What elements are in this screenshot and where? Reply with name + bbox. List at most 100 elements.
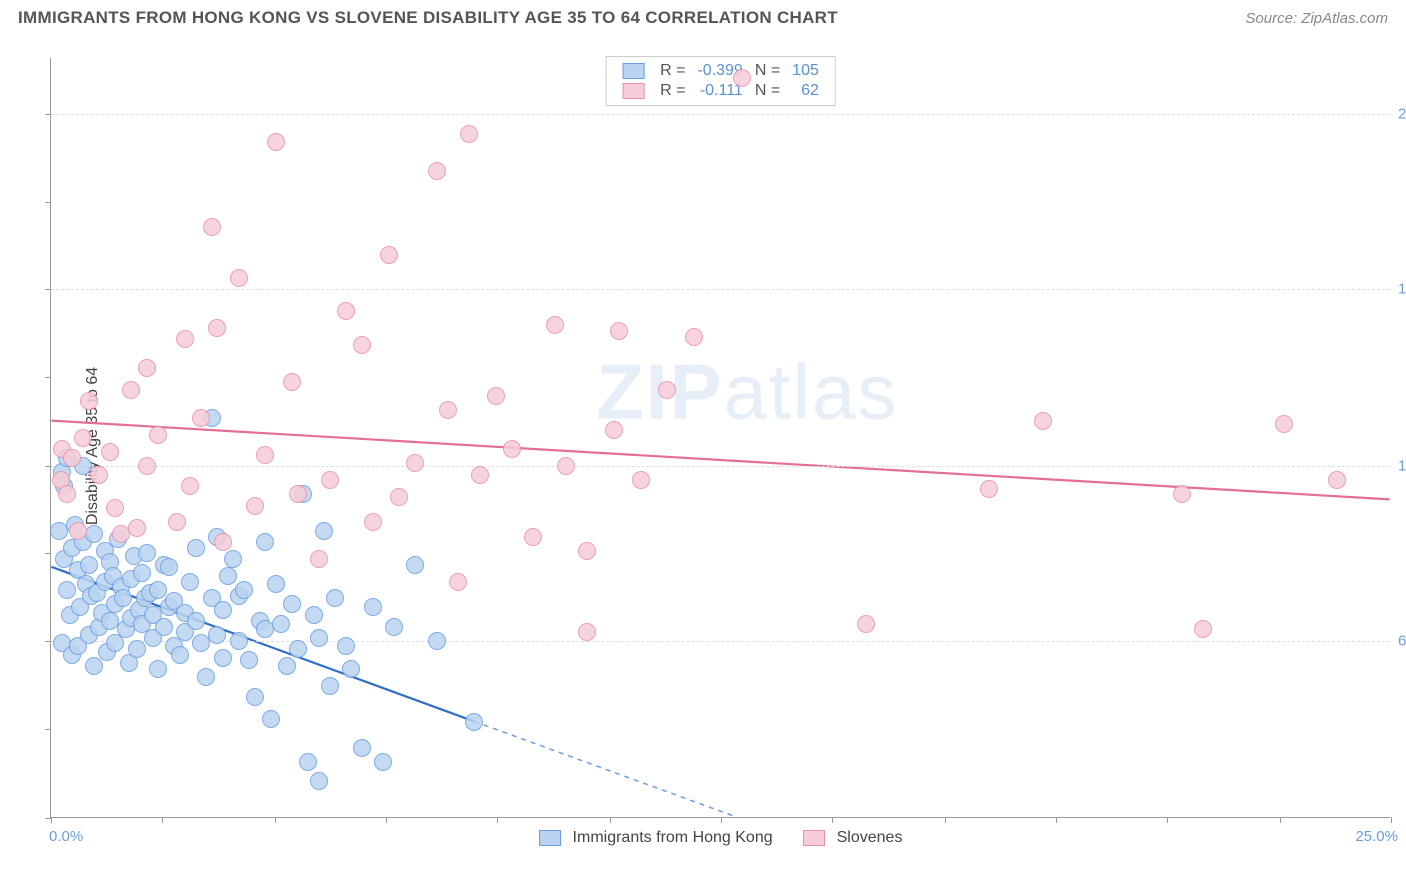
- data-point: [406, 556, 424, 574]
- data-point: [149, 581, 167, 599]
- data-point: [289, 640, 307, 658]
- y-tick: [45, 818, 51, 819]
- gridline: [51, 114, 1390, 115]
- data-point: [610, 322, 628, 340]
- data-point: [155, 618, 173, 636]
- data-point: [149, 426, 167, 444]
- x-tick: [1280, 817, 1281, 823]
- y-tick-label: 6.3%: [1398, 632, 1406, 649]
- data-point: [1194, 620, 1212, 638]
- y-tick: [45, 289, 51, 290]
- data-point: [283, 595, 301, 613]
- y-tick: [45, 202, 51, 203]
- data-point: [203, 218, 221, 236]
- data-point: [465, 713, 483, 731]
- legend-n-value: 62: [786, 81, 825, 101]
- legend-label: Immigrants from Hong Kong: [573, 829, 773, 847]
- legend-swatch: [622, 83, 644, 99]
- data-point: [267, 133, 285, 151]
- data-point: [326, 589, 344, 607]
- data-point: [256, 533, 274, 551]
- data-point: [168, 513, 186, 531]
- x-tick: [1391, 817, 1392, 823]
- gridline: [51, 466, 1390, 467]
- data-point: [58, 581, 76, 599]
- source-attribution: Source: ZipAtlas.com: [1245, 10, 1388, 27]
- data-point: [364, 513, 382, 531]
- data-point: [181, 573, 199, 591]
- data-point: [605, 421, 623, 439]
- x-axis-max-label: 25.0%: [1355, 828, 1398, 845]
- data-point: [1034, 412, 1052, 430]
- data-point: [214, 649, 232, 667]
- data-point: [262, 710, 280, 728]
- data-point: [278, 657, 296, 675]
- y-tick: [45, 114, 51, 115]
- gridline: [51, 289, 1390, 290]
- data-point: [230, 269, 248, 287]
- data-point: [353, 739, 371, 757]
- data-point: [197, 668, 215, 686]
- data-point: [106, 499, 124, 517]
- x-tick: [832, 817, 833, 823]
- data-point: [138, 359, 156, 377]
- data-point: [283, 373, 301, 391]
- legend-n-value: 105: [786, 61, 825, 81]
- data-point: [557, 457, 575, 475]
- x-tick: [1056, 817, 1057, 823]
- data-point: [246, 688, 264, 706]
- data-point: [69, 522, 87, 540]
- legend-item: Slovenes: [803, 829, 903, 847]
- data-point: [230, 632, 248, 650]
- data-point: [80, 392, 98, 410]
- data-point: [353, 336, 371, 354]
- data-point: [390, 488, 408, 506]
- x-tick: [162, 817, 163, 823]
- data-point: [160, 558, 178, 576]
- data-point: [214, 533, 232, 551]
- data-point: [289, 485, 307, 503]
- legend-item: Immigrants from Hong Kong: [539, 829, 773, 847]
- data-point: [85, 657, 103, 675]
- y-tick: [45, 466, 51, 467]
- data-point: [171, 646, 189, 664]
- data-point: [122, 381, 140, 399]
- y-tick: [45, 729, 51, 730]
- data-point: [224, 550, 242, 568]
- data-point: [187, 612, 205, 630]
- legend-r-label: R =: [654, 61, 691, 81]
- legend-swatch: [539, 830, 561, 846]
- x-tick: [721, 817, 722, 823]
- data-point: [546, 316, 564, 334]
- data-point: [471, 466, 489, 484]
- data-point: [219, 567, 237, 585]
- data-point: [439, 401, 457, 419]
- data-point: [305, 606, 323, 624]
- y-tick: [45, 377, 51, 378]
- data-point: [114, 589, 132, 607]
- legend-n-label: N =: [749, 61, 786, 81]
- data-point: [1173, 485, 1191, 503]
- watermark: ZIPatlas: [596, 346, 898, 437]
- data-point: [176, 330, 194, 348]
- data-point: [310, 772, 328, 790]
- source-link[interactable]: ZipAtlas.com: [1301, 10, 1388, 27]
- data-point: [246, 497, 264, 515]
- data-point: [149, 660, 167, 678]
- x-tick: [386, 817, 387, 823]
- legend-swatch: [622, 63, 644, 79]
- data-point: [460, 125, 478, 143]
- data-point: [310, 550, 328, 568]
- data-point: [503, 440, 521, 458]
- data-point: [315, 522, 333, 540]
- legend-n-label: N =: [749, 81, 786, 101]
- data-point: [240, 651, 258, 669]
- data-point: [428, 632, 446, 650]
- data-point: [449, 573, 467, 591]
- data-point: [128, 519, 146, 537]
- data-point: [1328, 471, 1346, 489]
- data-point: [272, 615, 290, 633]
- data-point: [337, 302, 355, 320]
- data-point: [235, 581, 253, 599]
- data-point: [380, 246, 398, 264]
